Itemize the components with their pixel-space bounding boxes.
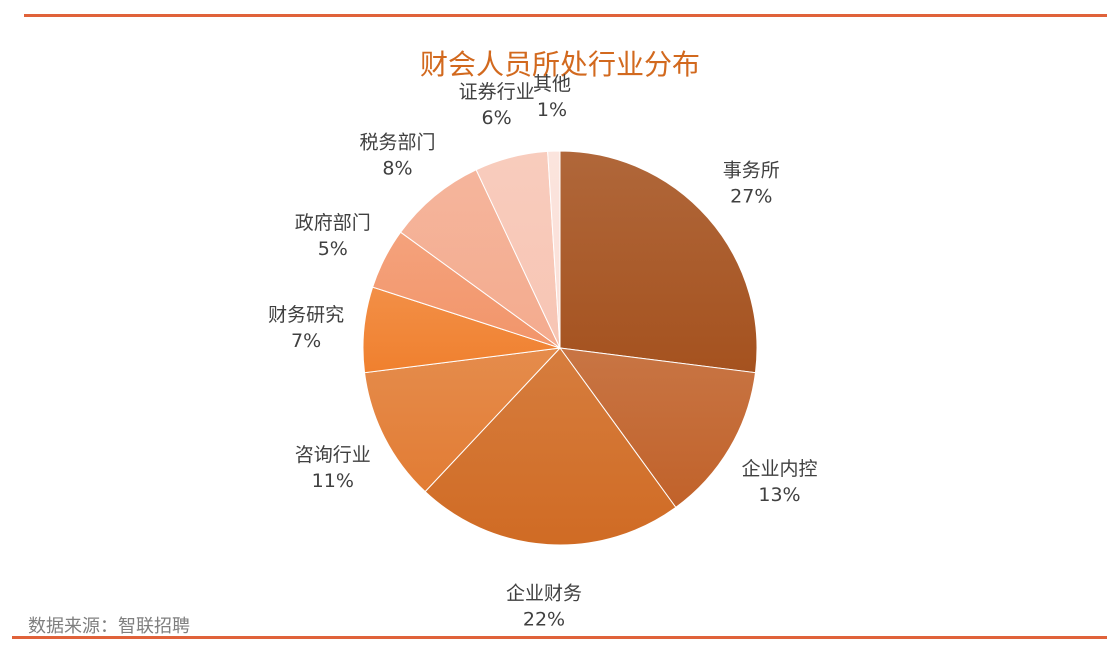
slice-percent-value: 5% bbox=[318, 238, 348, 260]
slice-percent-value: 13% bbox=[758, 484, 800, 506]
slice-label-1: 事务所 27% bbox=[723, 159, 780, 207]
slice-percent-value: 1% bbox=[537, 99, 567, 121]
pie-slice-3 bbox=[424, 347, 677, 546]
pie-slice-4 bbox=[363, 347, 562, 493]
pie-slice-7 bbox=[399, 169, 561, 349]
slice-category-name: 企业财务 bbox=[506, 583, 582, 605]
slice-category-name: 财务研究 bbox=[268, 304, 344, 326]
slice-percent-value: 27% bbox=[730, 185, 772, 207]
slice-category-name: 税务部门 bbox=[359, 132, 435, 154]
slice-category-name: 事务所 bbox=[723, 159, 780, 181]
pie-slice-9 bbox=[547, 150, 561, 349]
slice-label-5: 财务研究 7% bbox=[268, 304, 344, 352]
slice-category-name: 其他 bbox=[533, 73, 571, 95]
slice-percent-value: 22% bbox=[523, 609, 565, 631]
slice-labels: 事务所 27% 企业内控 13% 企业财务 22% 咨询行业 11% 财务研究 7% 政府部门 5% 税… bbox=[268, 73, 817, 630]
slice-label-6: 政府部门 5% bbox=[295, 212, 371, 260]
data-source-note: 数据来源：智联招聘 bbox=[28, 616, 190, 637]
slice-category-name: 政府部门 bbox=[295, 212, 371, 234]
slice-label-4: 咨询行业 11% bbox=[295, 444, 371, 492]
slice-label-9: 其他 1% bbox=[533, 73, 571, 121]
slice-label-8: 证券行业 6% bbox=[459, 81, 535, 129]
slice-percent-value: 8% bbox=[382, 158, 412, 180]
slice-percent-value: 7% bbox=[291, 330, 321, 352]
top-divider bbox=[24, 14, 1107, 17]
slice-label-7: 税务部门 8% bbox=[359, 132, 435, 180]
slice-category-name: 咨询行业 bbox=[295, 444, 371, 466]
pie-slice-2 bbox=[558, 347, 757, 509]
chart-title: 财会人员所处行业分布 bbox=[420, 48, 700, 81]
pie-slices bbox=[362, 150, 758, 546]
slice-percent-value: 11% bbox=[312, 470, 354, 492]
slice-category-name: 证券行业 bbox=[459, 81, 535, 103]
pie-slice-1 bbox=[559, 150, 758, 374]
slice-category-name: 企业内控 bbox=[741, 458, 817, 480]
slice-percent-value: 6% bbox=[482, 107, 512, 129]
slice-label-3: 企业财务 22% bbox=[506, 583, 582, 631]
slice-label-2: 企业内控 13% bbox=[741, 458, 817, 506]
bottom-divider bbox=[12, 636, 1107, 639]
